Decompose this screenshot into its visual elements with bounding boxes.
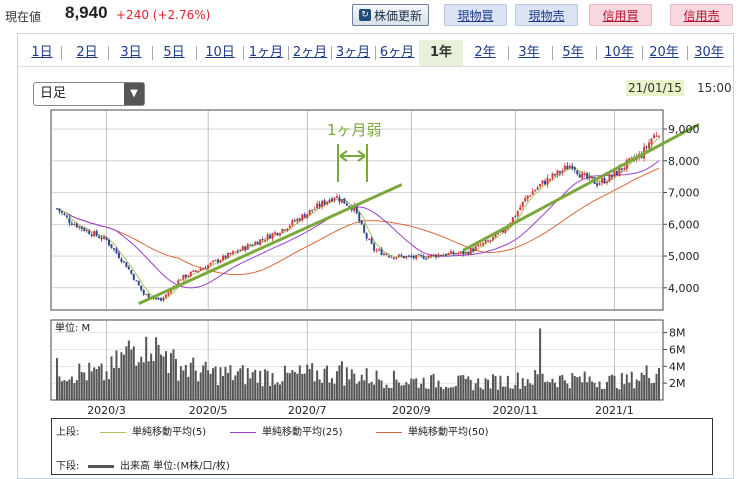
price-change: +240 (+2.76%)	[116, 8, 211, 22]
tab-10d[interactable]: 10日	[205, 45, 235, 60]
tab-underline	[18, 66, 733, 67]
margin-buy-button[interactable]: 信用買	[589, 4, 652, 26]
margin-sell-button[interactable]: 信用売	[670, 4, 733, 26]
tab-2y[interactable]: 2年	[474, 45, 496, 60]
period-tabs: 1日 2日 3日 5日 10日 1ヶ月 2ヶ月 3ヶ月 6ヶ月 1年 2年 3年…	[18, 40, 734, 66]
legend-ma25-swatch	[230, 431, 256, 433]
period-select[interactable]: 日足 ▼	[33, 82, 145, 106]
cash-sell-button[interactable]: 現物売	[515, 4, 578, 26]
legend-upper-label: 上段:	[56, 427, 80, 438]
tab-3y[interactable]: 3年	[518, 45, 540, 60]
tab-separator	[61, 46, 62, 60]
current-price-value: 8,940	[65, 3, 108, 22]
tab-separator	[687, 46, 688, 60]
tab-separator	[331, 46, 332, 60]
dropdown-arrow-icon[interactable]: ▼	[124, 83, 144, 105]
legend-ma5-swatch	[100, 431, 126, 433]
legend-ma50: 単純移動平均(50)	[376, 423, 489, 438]
tab-3m[interactable]: 3ヶ月	[335, 45, 371, 60]
legend-volume-label: 出来高 単位:(M株/口/枚)	[120, 461, 230, 472]
tab-separator	[108, 46, 109, 60]
tab-10y[interactable]: 10年	[604, 45, 634, 60]
legend-volume: 出来高 単位:(M株/口/枚)	[88, 457, 230, 472]
legend-ma5: 単純移動平均(5)	[100, 423, 206, 438]
legend-ma5-label: 単純移動平均(5)	[132, 427, 207, 438]
tab-2d[interactable]: 2日	[76, 45, 98, 60]
legend-ma50-swatch	[376, 431, 402, 433]
tab-separator	[552, 46, 553, 60]
legend-lower-label: 下段:	[56, 461, 80, 472]
update-price-button[interactable]: ↻ 株価更新	[352, 4, 429, 26]
chart-legend: 上段: 単純移動平均(5) 単純移動平均(25) 単純移動平均(50) 下段: …	[51, 418, 713, 475]
tab-1m[interactable]: 1ヶ月	[248, 45, 284, 60]
legend-ma25-label: 単純移動平均(25)	[262, 427, 343, 438]
tab-30y[interactable]: 30年	[694, 45, 724, 60]
tab-separator	[596, 46, 597, 60]
timestamp-time: 15:00	[697, 81, 732, 95]
refresh-icon: ↻	[358, 9, 371, 21]
tab-separator	[508, 46, 509, 60]
tab-20y[interactable]: 20年	[649, 45, 679, 60]
tab-separator	[243, 46, 244, 60]
quote-header: 現在値 8,940 +240 (+2.76%) ↻ 株価更新 現物買 現物売 信…	[0, 0, 749, 32]
tab-1y[interactable]: 1年	[419, 40, 463, 66]
cash-buy-button[interactable]: 現物買	[444, 4, 507, 26]
legend-ma25: 単純移動平均(25)	[230, 423, 343, 438]
tab-separator	[152, 46, 153, 60]
tab-1d[interactable]: 1日	[31, 45, 53, 60]
tab-6m[interactable]: 6ヶ月	[379, 45, 415, 60]
current-price-label: 現在値	[5, 10, 42, 24]
tab-5y[interactable]: 5年	[562, 45, 584, 60]
tab-5d[interactable]: 5日	[163, 45, 185, 60]
timestamp-date: 21/01/15	[626, 80, 684, 96]
tab-separator	[196, 46, 197, 60]
tab-2m[interactable]: 2ヶ月	[292, 45, 328, 60]
tab-separator	[642, 46, 643, 60]
tab-3d[interactable]: 3日	[120, 45, 142, 60]
update-price-label: 株価更新	[373, 8, 422, 23]
period-select-value: 日足	[40, 86, 67, 101]
tab-separator	[375, 46, 376, 60]
legend-volume-swatch	[88, 464, 114, 468]
tab-separator	[288, 46, 289, 60]
legend-ma50-label: 単純移動平均(50)	[408, 427, 489, 438]
